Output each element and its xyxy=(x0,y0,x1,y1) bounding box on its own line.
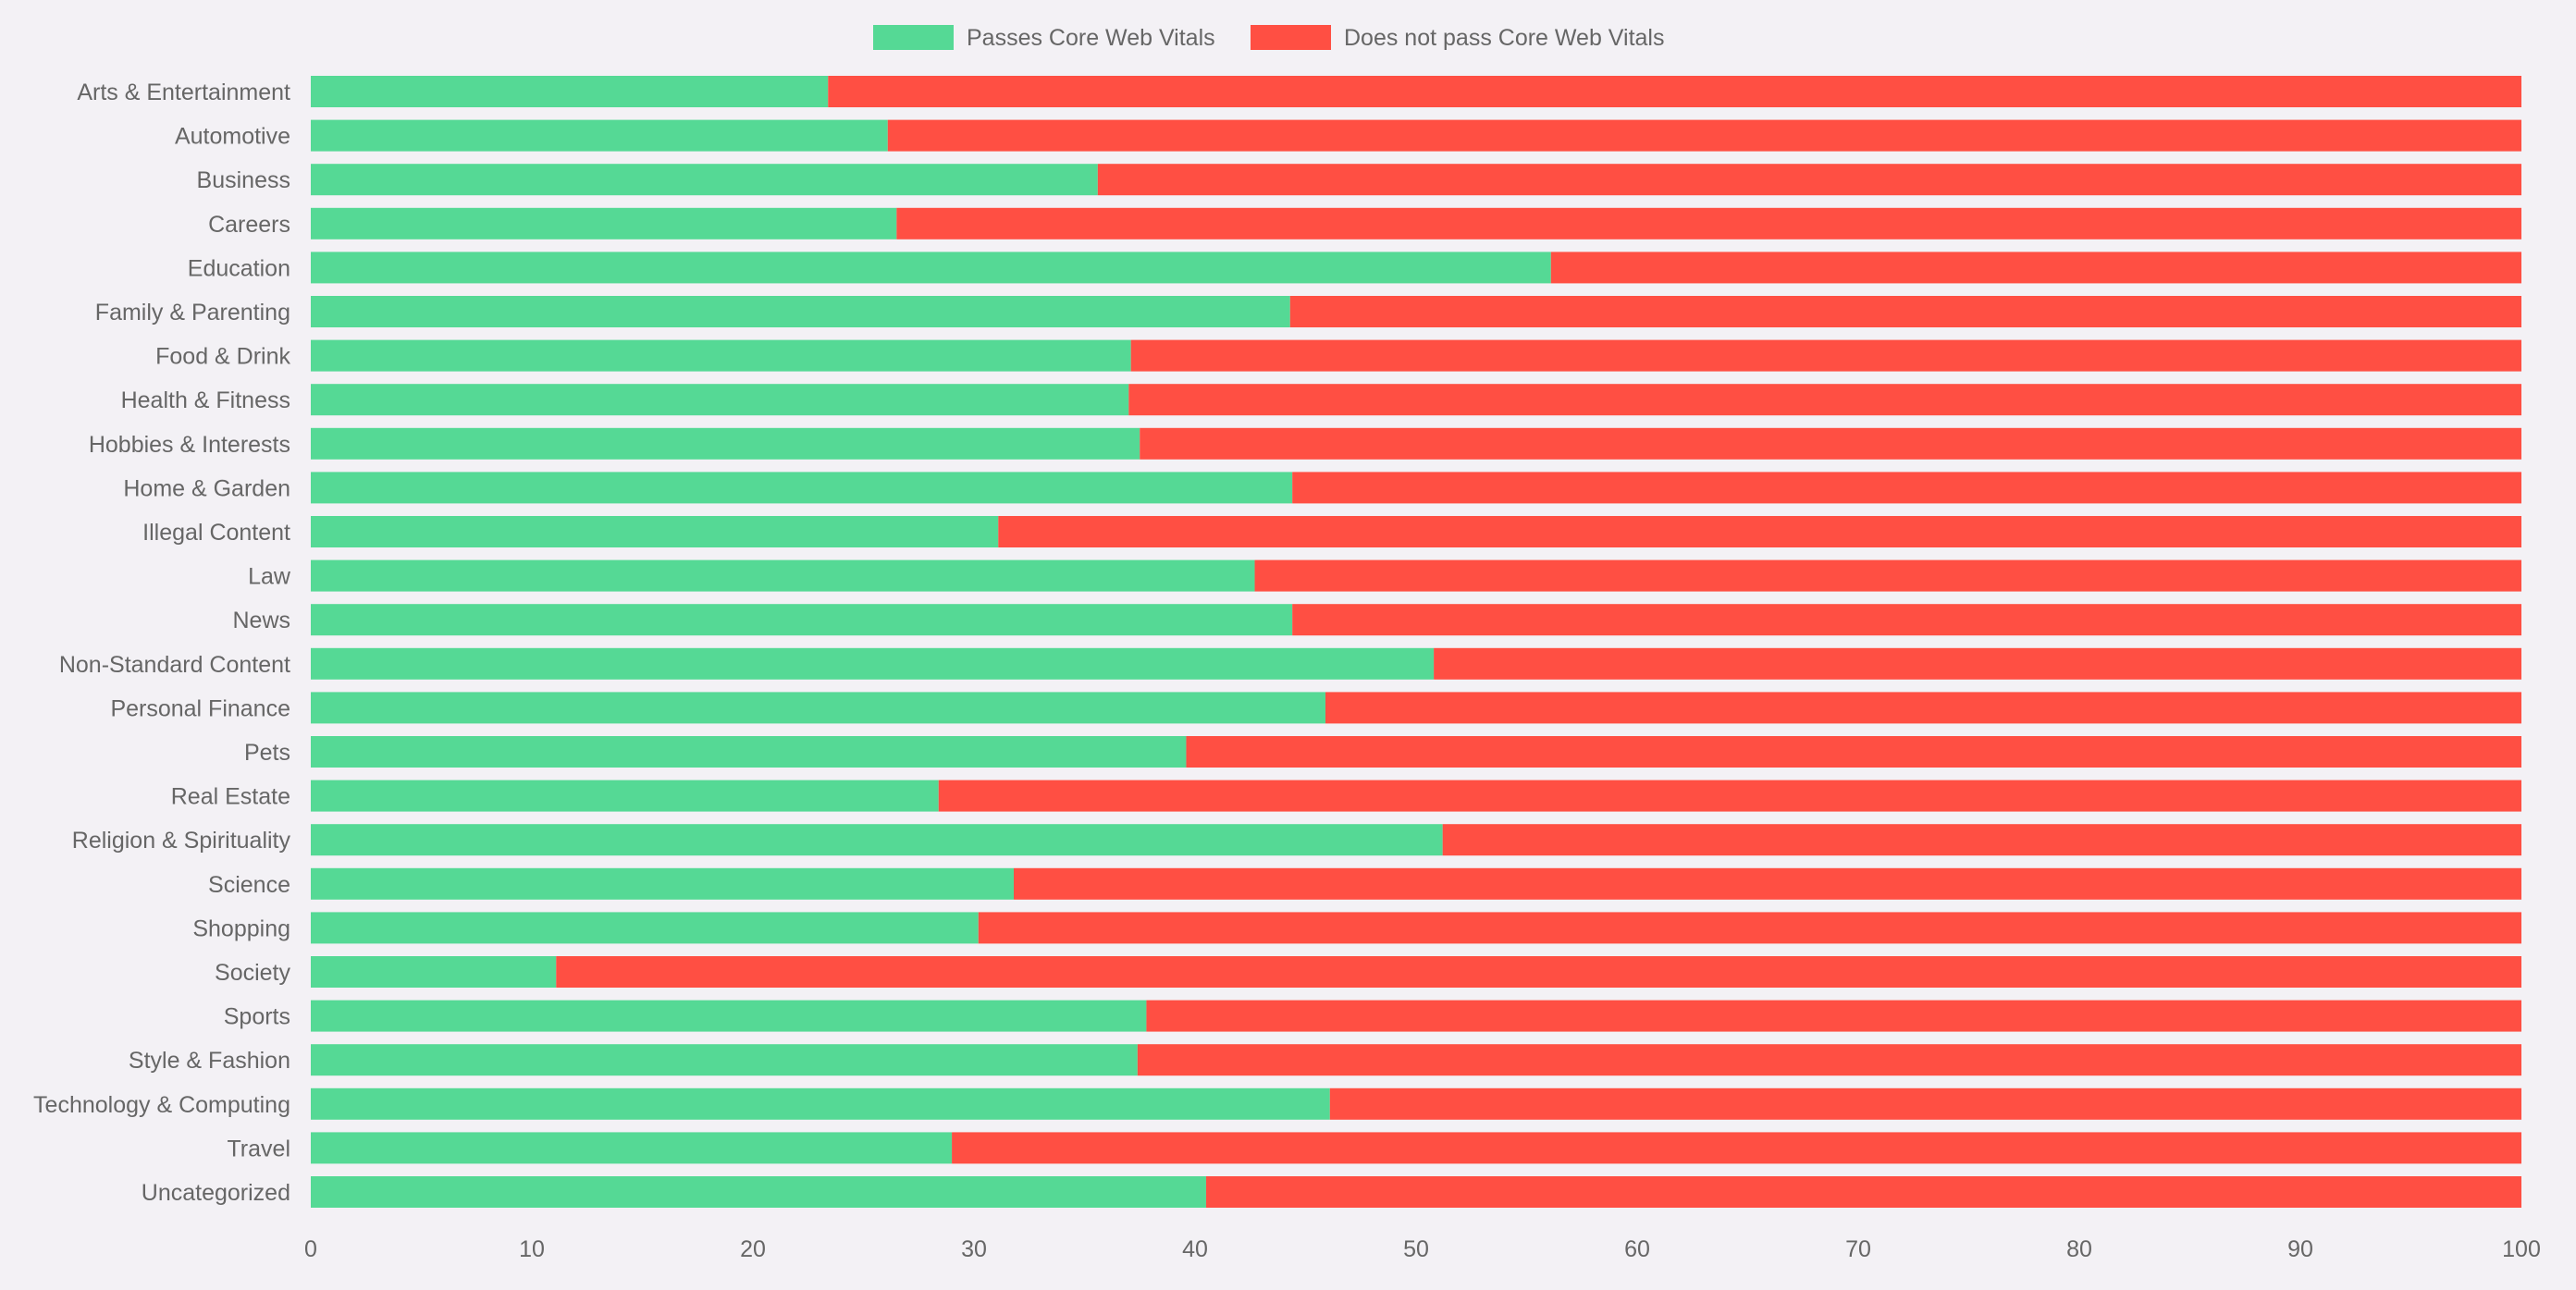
category-label-law: Law xyxy=(248,564,291,590)
category-label-travel: Travel xyxy=(227,1136,290,1161)
bar-non-standard-content-does-not-pass xyxy=(1434,647,2521,680)
bar-automotive-passes xyxy=(311,119,888,152)
bar-health-and-fitness-passes xyxy=(311,384,1129,416)
x-tick-label-10: 10 xyxy=(519,1236,545,1262)
category-label-style-and-fashion: Style & Fashion xyxy=(129,1048,290,1074)
bar-arts-and-entertainment-passes xyxy=(311,76,829,107)
bars-group xyxy=(311,76,2521,1208)
category-label-arts-and-entertainment: Arts & Entertainment xyxy=(77,80,290,105)
bar-food-and-drink-passes xyxy=(311,339,1131,372)
bar-technology-and-computing-passes xyxy=(311,1087,1330,1120)
x-tick-label-0: 0 xyxy=(304,1236,317,1262)
bar-religion-and-spirituality-passes xyxy=(311,824,1443,856)
bar-society-does-not-pass xyxy=(556,956,2521,988)
category-label-society: Society xyxy=(215,960,290,986)
bar-pets-does-not-pass xyxy=(1186,736,2521,768)
category-label-business: Business xyxy=(197,167,290,193)
bar-shopping-passes xyxy=(311,912,979,944)
x-tick-label-60: 60 xyxy=(1624,1236,1650,1262)
category-label-pets: Pets xyxy=(244,740,290,766)
category-label-real-estate: Real Estate xyxy=(171,784,290,810)
bar-arts-and-entertainment-does-not-pass xyxy=(828,76,2521,107)
category-label-news: News xyxy=(232,608,290,633)
bar-health-and-fitness-does-not-pass xyxy=(1128,384,2521,416)
category-label-illegal-content: Illegal Content xyxy=(142,520,290,546)
bar-travel-passes xyxy=(311,1132,953,1164)
bar-personal-finance-does-not-pass xyxy=(1325,692,2521,724)
bar-news-passes xyxy=(311,604,1293,636)
category-label-health-and-fitness: Health & Fitness xyxy=(121,387,290,413)
x-tick-label-20: 20 xyxy=(740,1236,766,1262)
x-tick-label-100: 100 xyxy=(2502,1236,2541,1262)
category-label-food-and-drink: Food & Drink xyxy=(155,344,290,370)
bar-hobbies-and-interests-passes xyxy=(311,427,1140,460)
category-label-sports: Sports xyxy=(224,1004,290,1030)
category-label-non-standard-content: Non-Standard Content xyxy=(59,652,290,678)
bar-uncategorized-does-not-pass xyxy=(1205,1176,2521,1208)
bar-style-and-fashion-does-not-pass xyxy=(1137,1044,2521,1076)
x-axis-ticks: 0 10 20 30 40 50 60 70 80 90 100 xyxy=(304,1236,2541,1262)
legend-swatch-does-not-pass xyxy=(1251,25,1331,50)
bar-uncategorized-passes xyxy=(311,1176,1206,1208)
category-label-careers: Careers xyxy=(208,212,290,238)
category-label-automotive: Automotive xyxy=(175,124,290,150)
category-label-religion-and-spirituality: Religion & Spirituality xyxy=(72,828,291,854)
category-label-shopping: Shopping xyxy=(192,915,290,941)
bar-automotive-does-not-pass xyxy=(887,119,2521,152)
category-label-technology-and-computing: Technology & Computing xyxy=(33,1092,290,1118)
category-label-education: Education xyxy=(188,255,290,281)
category-label-home-and-garden: Home & Garden xyxy=(123,475,290,501)
bar-news-does-not-pass xyxy=(1292,604,2521,636)
bar-hobbies-and-interests-does-not-pass xyxy=(1140,427,2521,460)
category-label-science: Science xyxy=(208,872,290,898)
bar-food-and-drink-does-not-pass xyxy=(1130,339,2521,372)
bar-science-does-not-pass xyxy=(1014,867,2521,900)
x-tick-label-70: 70 xyxy=(1845,1236,1871,1262)
legend-label-does-not-pass: Does not pass Core Web Vitals xyxy=(1344,25,1664,51)
bar-sports-does-not-pass xyxy=(1146,1000,2521,1032)
bar-home-and-garden-passes xyxy=(311,472,1293,504)
bar-science-passes xyxy=(311,867,1015,900)
legend-swatch-passes xyxy=(873,25,954,50)
bar-law-passes xyxy=(311,559,1255,592)
x-tick-label-40: 40 xyxy=(1182,1236,1208,1262)
bar-society-passes xyxy=(311,956,557,988)
category-label-uncategorized: Uncategorized xyxy=(142,1180,290,1206)
bar-real-estate-passes xyxy=(311,780,939,812)
bar-religion-and-spirituality-does-not-pass xyxy=(1442,824,2521,856)
bar-careers-passes xyxy=(311,207,897,240)
bar-illegal-content-passes xyxy=(311,516,999,547)
bar-business-does-not-pass xyxy=(1097,164,2521,196)
chart-legend: Passes Core Web Vitals Does not pass Cor… xyxy=(873,25,1664,51)
bar-illegal-content-does-not-pass xyxy=(998,516,2521,547)
bar-law-does-not-pass xyxy=(1254,559,2521,592)
legend-label-passes: Passes Core Web Vitals xyxy=(967,25,1215,51)
bar-sports-passes xyxy=(311,1000,1147,1032)
x-tick-label-50: 50 xyxy=(1403,1236,1429,1262)
bar-technology-and-computing-does-not-pass xyxy=(1329,1087,2521,1120)
bar-education-passes xyxy=(311,252,1551,284)
category-labels: Arts & Entertainment Automotive Business Ca… xyxy=(33,80,291,1206)
category-label-personal-finance: Personal Finance xyxy=(110,695,290,721)
x-tick-label-90: 90 xyxy=(2287,1236,2313,1262)
bar-business-passes xyxy=(311,164,1098,196)
bar-family-and-parenting-passes xyxy=(311,296,1290,327)
bar-real-estate-does-not-pass xyxy=(938,780,2521,812)
category-label-family-and-parenting: Family & Parenting xyxy=(95,300,290,326)
bar-education-does-not-pass xyxy=(1550,252,2521,284)
bar-non-standard-content-passes xyxy=(311,647,1435,680)
category-label-hobbies-and-interests: Hobbies & Interests xyxy=(89,432,290,458)
x-tick-label-30: 30 xyxy=(961,1236,987,1262)
bar-home-and-garden-does-not-pass xyxy=(1292,472,2521,504)
bar-careers-does-not-pass xyxy=(896,207,2521,240)
bar-pets-passes xyxy=(311,736,1187,768)
bar-style-and-fashion-passes xyxy=(311,1044,1138,1076)
bar-personal-finance-passes xyxy=(311,692,1326,724)
bar-family-and-parenting-does-not-pass xyxy=(1289,296,2521,327)
x-tick-label-80: 80 xyxy=(2066,1236,2092,1262)
bar-travel-does-not-pass xyxy=(952,1132,2521,1164)
bar-shopping-does-not-pass xyxy=(978,912,2521,944)
